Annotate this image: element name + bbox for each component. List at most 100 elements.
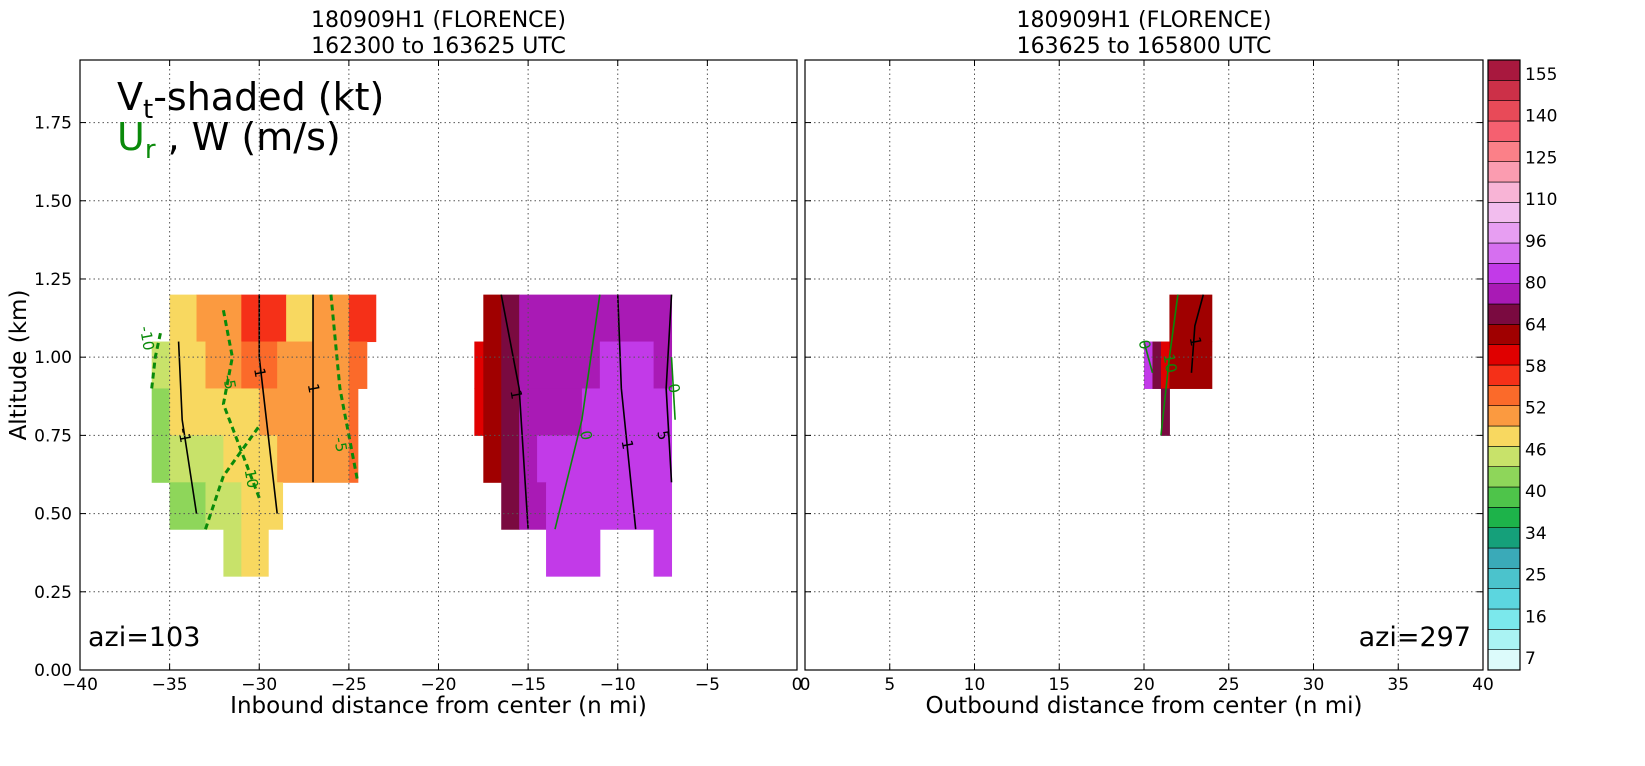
shaded-cell [241,294,287,343]
contour-label: -10 [240,462,262,489]
contour-label: 1 [506,388,525,401]
shaded-cell [151,388,171,436]
legend-part: , W (m/s) [156,115,341,159]
x-axis-label: Inbound distance from center (n mi) [230,693,647,719]
x-tick-label: −25 [331,675,367,695]
colorbar-band [1487,466,1521,488]
legend-part: U [117,115,145,159]
legend-text: Vt-shaded (kt) [117,75,384,125]
y-tick-label: 0.75 [34,426,72,446]
contour-label: -5 [219,373,239,391]
azimuth-annotation: azi=103 [88,622,200,653]
colorbar-tick-label: 96 [1525,232,1547,252]
shaded-cell [653,529,673,577]
azimuth-annotation: azi=297 [1359,622,1471,653]
contour-label: 1 [1186,335,1205,348]
shaded-cell [169,482,206,530]
y-axis-label: Altitude (km) [6,290,32,441]
colorbar-tick-label: 155 [1525,65,1557,85]
x-tick-label: 10 [964,675,986,695]
colorbar-band [1487,141,1521,162]
y-tick-label: 0.25 [34,583,72,603]
y-tick-label: 1.50 [34,192,72,212]
shaded-cell [205,341,242,389]
colorbar-tick-label: 140 [1525,107,1557,127]
shaded-cell [259,388,350,436]
contour-line [1160,294,1179,436]
shaded-cell [474,388,484,436]
contour-line [329,294,360,483]
shaded-cell [483,341,502,389]
shaded-cell [205,482,242,530]
colorbar-band [1487,446,1521,467]
x-axis-label: Outbound distance from center (n mi) [926,693,1363,719]
contour-line [616,294,637,530]
contour-line [150,331,163,389]
shaded-cell [546,529,601,577]
colorbar-band [1487,283,1521,305]
shaded-cell [151,435,171,483]
x-tick-label: 20 [1133,675,1155,695]
shaded-cell [537,435,673,483]
x-tick-label: 15 [1048,675,1070,695]
plot-frame [79,59,798,671]
shaded-cell [1152,341,1162,389]
contour-line [670,357,676,420]
plot-frame [804,59,1484,671]
legend-text: Ur , W (m/s) [117,115,341,165]
shaded-cell [313,294,350,343]
colorbar-band [1487,405,1521,427]
shaded-cell [519,482,547,530]
colorbar-band [1487,649,1521,671]
colorbar-band [1487,425,1521,447]
shaded-cell [519,341,601,389]
y-tick-label: 0.50 [34,505,72,525]
shaded-cell [348,435,359,483]
colorbar-band [1487,588,1521,610]
contour-label: 1 [304,382,323,395]
colorbar-band [1487,263,1521,284]
colorbar-band [1487,324,1521,345]
colorbar-band [1487,181,1521,203]
legend-part: r [145,135,156,165]
colorbar-band [1487,59,1521,81]
shaded-cell [483,435,502,483]
colorbar-band [1487,629,1521,650]
shaded-cell [501,294,520,343]
contour-label: 5 [653,429,672,442]
colorbar-band [1487,608,1521,630]
contour-label: 0 [664,382,683,395]
shaded-cell [501,482,520,530]
colorbar-band [1487,507,1521,528]
x-tick-label: −40 [62,675,98,695]
contour-line [554,294,601,530]
shaded-cell [599,341,655,389]
shaded-cell [1160,388,1170,436]
colorbar-tick-label: 46 [1525,440,1547,460]
x-tick-label: −5 [695,675,720,695]
colorbar-tick-label: 80 [1525,274,1547,294]
x-tick-label: 0 [800,675,811,695]
colorbar-band [1487,568,1521,589]
colorbar-tick-label: 52 [1525,399,1547,419]
contour-line [204,425,261,530]
x-tick-label: 30 [1303,675,1325,695]
shaded-cell [348,294,377,343]
shaded-cell [241,482,269,530]
shaded-cell [501,341,520,389]
contour-line [500,294,529,530]
shaded-cell [241,529,269,577]
y-tick-label: 0.00 [34,661,72,681]
contour-label: -5 [330,436,350,454]
colorbar-band [1487,202,1521,223]
colorbar-band [1487,120,1521,142]
legend-part: t [143,95,153,125]
x-tick-label: −20 [421,675,457,695]
y-tick-label: 1.25 [34,270,72,290]
colorbar-band [1487,222,1521,244]
x-tick-label: 35 [1387,675,1409,695]
x-tick-label: 0 [792,675,803,695]
colorbar-tick-label: 125 [1525,148,1557,168]
panel-title: 162300 to 163625 UTC [311,34,566,59]
